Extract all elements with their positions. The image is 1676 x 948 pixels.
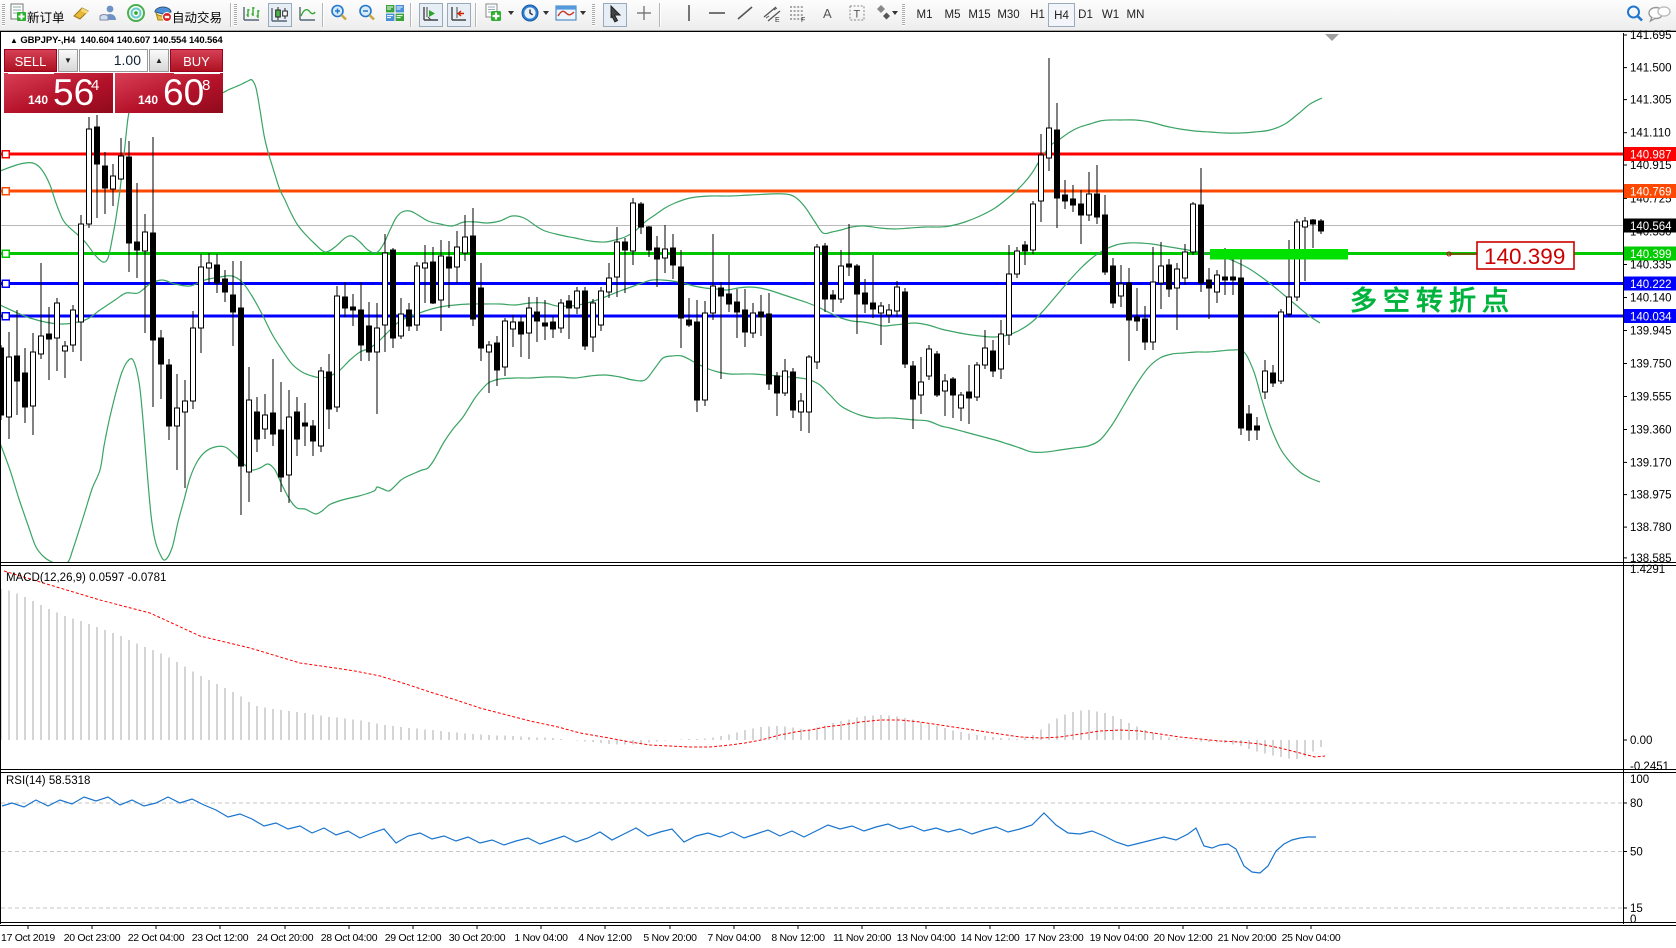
svg-text:140.915: 140.915 [1630, 160, 1672, 172]
svg-text:T: T [854, 9, 861, 21]
svg-text:E: E [775, 17, 780, 23]
svg-text:24 Oct 20:00: 24 Oct 20:00 [257, 932, 314, 944]
svg-text:140.987: 140.987 [1630, 150, 1672, 162]
svg-text:13 Nov 04:00: 13 Nov 04:00 [897, 932, 956, 944]
svg-text:15: 15 [1630, 903, 1643, 915]
svg-text:141.305: 141.305 [1630, 95, 1672, 107]
svg-text:140.140: 140.140 [1630, 293, 1672, 305]
svg-text:5 Nov 20:00: 5 Nov 20:00 [643, 932, 697, 944]
svg-text:4 Nov 12:00: 4 Nov 12:00 [578, 932, 632, 944]
svg-text:140.222: 140.222 [1630, 279, 1672, 291]
svg-text:14 Nov 12:00: 14 Nov 12:00 [961, 932, 1020, 944]
svg-text:139.750: 139.750 [1630, 359, 1672, 371]
svg-text:140.564: 140.564 [1630, 221, 1672, 233]
svg-text:140.399: 140.399 [1630, 249, 1672, 261]
svg-text:140.034: 140.034 [1630, 312, 1672, 324]
svg-text:139.555: 139.555 [1630, 392, 1672, 404]
svg-text:29 Oct 12:00: 29 Oct 12:00 [385, 932, 442, 944]
svg-text:139.360: 139.360 [1630, 425, 1672, 437]
svg-text:50: 50 [1630, 847, 1643, 859]
svg-text:28 Oct 04:00: 28 Oct 04:00 [321, 932, 378, 944]
svg-text:141.110: 141.110 [1630, 128, 1671, 140]
svg-text:7 Nov 04:00: 7 Nov 04:00 [707, 932, 761, 944]
svg-text:A: A [823, 6, 832, 21]
svg-text:138.975: 138.975 [1630, 490, 1672, 502]
svg-text:30 Oct 20:00: 30 Oct 20:00 [449, 932, 506, 944]
svg-text:RSI(14) 58.5318: RSI(14) 58.5318 [6, 775, 90, 787]
svg-text:20 Oct 23:00: 20 Oct 23:00 [64, 932, 121, 944]
svg-text:140.335: 140.335 [1630, 260, 1672, 272]
svg-text:19 Nov 04:00: 19 Nov 04:00 [1090, 932, 1149, 944]
svg-text:MACD(12,26,9) 0.0597 -0.0781: MACD(12,26,9) 0.0597 -0.0781 [6, 572, 166, 584]
svg-text:1 Nov 04:00: 1 Nov 04:00 [514, 932, 568, 944]
svg-text:0: 0 [1630, 914, 1636, 926]
svg-text:141.500: 141.500 [1630, 63, 1672, 75]
svg-text:140.769: 140.769 [1630, 187, 1672, 199]
svg-text:17 Nov 23:00: 17 Nov 23:00 [1025, 932, 1084, 944]
svg-text:100: 100 [1630, 774, 1649, 786]
svg-text:0.00: 0.00 [1630, 735, 1652, 747]
svg-text:80: 80 [1630, 798, 1643, 810]
svg-text:139.170: 139.170 [1630, 457, 1672, 469]
svg-text:F: F [801, 17, 805, 23]
svg-text:1.4291: 1.4291 [1630, 564, 1665, 576]
svg-text:139.945: 139.945 [1630, 326, 1672, 338]
svg-text:138.585: 138.585 [1630, 553, 1672, 565]
svg-text:8 Nov 12:00: 8 Nov 12:00 [771, 932, 825, 944]
svg-text:140.399: 140.399 [1484, 244, 1565, 269]
svg-text:20 Nov 12:00: 20 Nov 12:00 [1154, 932, 1213, 944]
svg-text:21 Nov 20:00: 21 Nov 20:00 [1218, 932, 1277, 944]
svg-text:23 Oct 12:00: 23 Oct 12:00 [192, 932, 249, 944]
svg-text:17 Oct 2019: 17 Oct 2019 [1, 932, 55, 944]
svg-text:25 Nov 04:00: 25 Nov 04:00 [1282, 932, 1341, 944]
svg-text:141.695: 141.695 [1630, 30, 1672, 42]
svg-text:138.780: 138.780 [1630, 522, 1672, 534]
svg-text:多空转折点: 多空转折点 [1350, 285, 1515, 316]
svg-text:11 Nov 20:00: 11 Nov 20:00 [833, 932, 892, 944]
svg-text:22 Oct 04:00: 22 Oct 04:00 [128, 932, 185, 944]
svg-text:-0.2451: -0.2451 [1630, 761, 1669, 773]
